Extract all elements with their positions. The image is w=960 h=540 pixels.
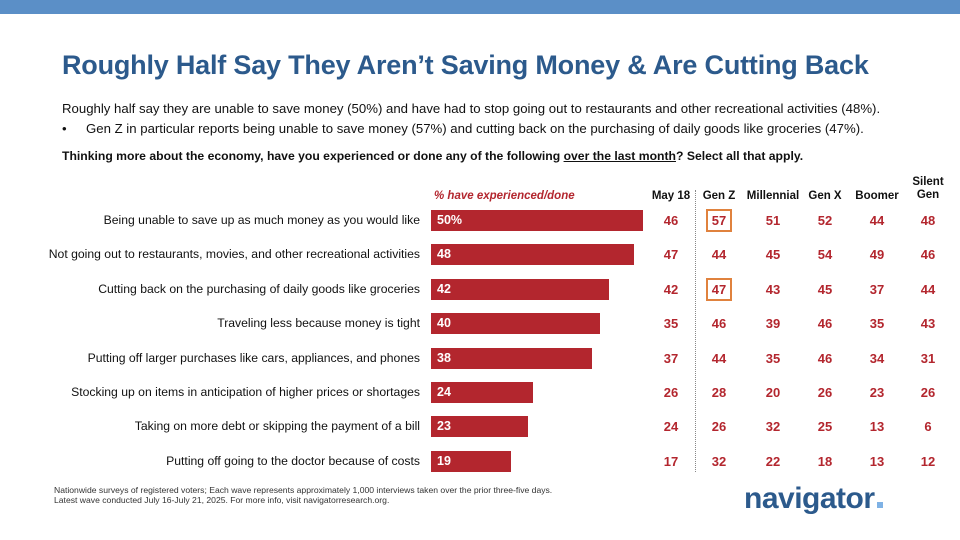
table-cell: 26 (711, 419, 727, 435)
table-column-header: Millennial (746, 190, 800, 202)
navigator-logo: navigator (744, 482, 883, 516)
bar-value-label: 48 (437, 247, 451, 262)
table-cell: 32 (765, 419, 781, 435)
bar-value-label: 40 (437, 316, 451, 331)
table-cell: 25 (817, 419, 833, 435)
bar (431, 210, 643, 231)
table-cell: 39 (765, 316, 781, 332)
table-cell: 37 (869, 281, 885, 297)
table-cell: 37 (663, 350, 679, 366)
bar (431, 278, 609, 300)
question-text-underlined: over the last month (563, 149, 676, 163)
table-cell: 46 (663, 213, 679, 228)
table-cell: 44 (869, 213, 885, 228)
table-cell: 31 (920, 350, 936, 366)
table-cell: 34 (869, 350, 885, 366)
table-cell: 12 (920, 453, 936, 469)
bar-value-label: 24 (437, 385, 451, 399)
table-cell: 13 (869, 453, 885, 469)
row-label: Being unable to save up as much money as… (103, 213, 420, 227)
table-cell: 35 (663, 316, 679, 332)
table-cell: 17 (663, 453, 679, 469)
table-cell: 35 (765, 350, 781, 366)
table-cell: 32 (711, 453, 727, 469)
table-cell: 20 (765, 385, 781, 400)
table-column-header: May 18 (651, 190, 691, 202)
table-cell: 6 (924, 419, 932, 435)
top-accent-bar (0, 0, 960, 14)
bar (431, 382, 533, 403)
logo-text: navigator (744, 482, 875, 515)
slide-title: Roughly Half Say They Aren’t Saving Mone… (62, 50, 869, 80)
footnote-line-2: Latest wave conducted July 16-July 21, 2… (54, 495, 390, 505)
table-cell: 45 (765, 247, 781, 263)
summary-text: Roughly half say they are unable to save… (62, 101, 881, 116)
bullet-marker: • (62, 121, 67, 136)
bar-value-label: 19 (437, 453, 451, 468)
table-cell: 44 (920, 281, 936, 297)
bar-value-label: 50% (437, 213, 463, 227)
question-text-end: ? Select all that apply. (675, 149, 804, 163)
table-cell: 28 (711, 385, 727, 400)
table-column-header: Gen Z (702, 190, 736, 202)
footnote: Nationwide surveys of registered voters;… (54, 485, 552, 505)
table-cell: 18 (817, 453, 833, 469)
table-cell: 35 (869, 316, 885, 332)
table-cell: 46 (711, 316, 727, 332)
bullet-point: • Gen Z in particular reports being unabl… (62, 121, 864, 136)
table-cell: 49 (869, 247, 885, 263)
table-column-header: Gen X (808, 190, 842, 202)
table-cell: 23 (869, 385, 885, 400)
row-label: Stocking up on items in anticipation of … (71, 385, 420, 399)
table-cell: 57 (711, 213, 727, 228)
table-cell: 44 (711, 247, 727, 263)
row-label: Not going out to restaurants, movies, an… (48, 247, 420, 262)
table-cell: 46 (817, 316, 833, 332)
table-cell: 26 (920, 385, 936, 400)
table-cell: 24 (663, 419, 679, 435)
bar (431, 244, 635, 266)
bar (431, 347, 592, 369)
table-cell: 13 (869, 419, 885, 435)
row-label: Putting off larger purchases like cars, … (87, 350, 420, 365)
table-cell: 47 (663, 247, 679, 263)
bar-value-label: 23 (437, 419, 451, 434)
bar-value-label: 38 (437, 350, 451, 365)
bar-value-header: % have experienced/done (434, 190, 575, 202)
row-label: Cutting back on the purchasing of daily … (98, 281, 420, 296)
footnote-line-1: Nationwide surveys of registered voters;… (54, 485, 553, 495)
survey-question: Thinking more about the economy, have yo… (62, 149, 803, 163)
table-cell: 44 (711, 350, 727, 366)
row-label: Putting off going to the doctor because … (166, 453, 420, 468)
row-label: Taking on more debt or skipping the paym… (134, 419, 420, 434)
table-cell: 45 (817, 281, 833, 297)
table-column-header: Boomer (855, 190, 899, 202)
table-cell: 43 (920, 316, 936, 332)
table-cell: 46 (817, 350, 833, 366)
bar (431, 313, 601, 335)
table-cell: 54 (817, 247, 833, 263)
table-cell: 42 (663, 281, 679, 297)
highlight-box (706, 209, 732, 232)
table-cell: 22 (765, 453, 781, 469)
bullet-text: Gen Z in particular reports being unable… (86, 121, 864, 136)
table-cell: 26 (817, 385, 833, 400)
table-column-header: Silent Gen (912, 176, 944, 201)
row-label: Traveling less because money is tight (217, 316, 420, 331)
table-cell: 46 (920, 247, 936, 263)
table-cell: 26 (663, 385, 679, 400)
bar (431, 416, 529, 438)
table-cell: 52 (817, 213, 833, 228)
table-cell: 47 (711, 281, 727, 297)
bar-value-label: 42 (437, 281, 451, 296)
table-cell: 48 (920, 213, 936, 228)
column-separator (695, 190, 696, 472)
table-cell: 51 (765, 213, 781, 228)
table-cell: 43 (765, 281, 781, 297)
question-text-start: Thinking more about the economy, have yo… (62, 149, 564, 163)
highlight-box (706, 277, 732, 301)
bar (431, 450, 512, 472)
logo-dot-icon (876, 502, 883, 508)
